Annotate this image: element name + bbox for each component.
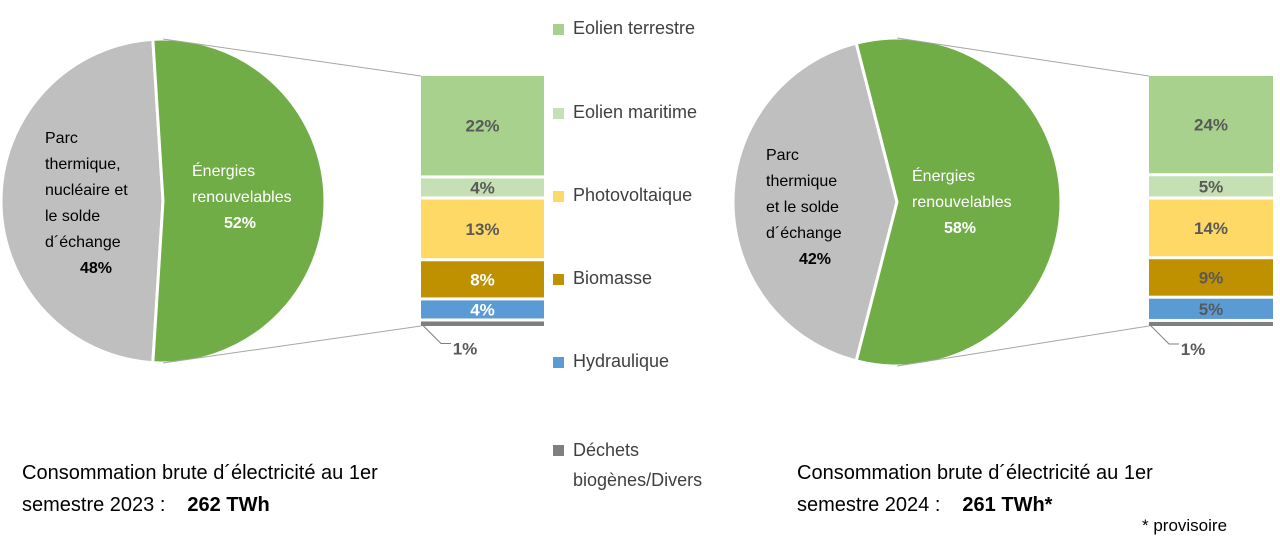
bar-segment-label: 1% xyxy=(453,339,478,358)
caption-total: 261 TWh* xyxy=(962,494,1053,516)
pie-slice-renouvelables xyxy=(151,37,327,365)
bar-segment-5 xyxy=(1149,321,1273,326)
legend-swatch xyxy=(553,357,564,368)
bar-segment-label: 8% xyxy=(470,270,495,289)
connector-line-bottom xyxy=(896,325,1150,367)
pie-label-renouvelables: Énergies xyxy=(192,161,255,180)
pie-label-thermique: le solde xyxy=(45,208,100,225)
legend-label: Biomasse xyxy=(573,268,653,288)
connector-line-bottom xyxy=(162,325,422,364)
bar-segment-label: 5% xyxy=(1199,177,1224,196)
legend-item-dechets: Déchets biogènes/Divers xyxy=(553,435,702,495)
pie-label-thermique: Parc xyxy=(45,130,78,147)
legend-swatch xyxy=(553,108,564,119)
bar-segment-label: 22% xyxy=(465,117,499,136)
legend-swatch xyxy=(553,191,564,202)
bar-segment-2 xyxy=(1149,199,1273,257)
connector-line-top xyxy=(162,38,422,77)
bar-segment-5 xyxy=(421,321,544,326)
pie-chart-1: Parc thermique et le solde d´échange 42% Éner… xyxy=(731,36,1063,368)
bar-segment-label: 14% xyxy=(1194,219,1228,238)
pie-label-thermique: d´échange xyxy=(766,225,842,242)
legend-label: Eolien maritime xyxy=(573,102,698,122)
legend-label-line: biogènes/Divers xyxy=(573,470,703,490)
connector-line-top xyxy=(896,37,1150,77)
legend-label: Hydraulique xyxy=(573,351,670,371)
footnote: * provisoire xyxy=(1142,516,1228,535)
bar-segment-4 xyxy=(1149,298,1273,319)
pie-value-renouvelables: 52% xyxy=(224,215,256,232)
caption-2023: Consommation brute d´électricité au 1er … xyxy=(22,457,378,521)
legend-item-hydraulique: Hydraulique xyxy=(553,351,669,372)
legend-label: Déchets biogènes/Divers xyxy=(573,435,702,495)
legend-item-eolien-maritime: Eolien maritime xyxy=(553,102,697,123)
caption-line: Consommation brute d´électricité au 1er xyxy=(22,462,378,484)
leader-line xyxy=(420,323,451,344)
pie-label-thermique: d´échange xyxy=(45,234,121,251)
legend-label: Photovoltaique xyxy=(573,185,693,205)
bar-segment-3 xyxy=(421,261,544,298)
pie-value-renouvelables: 58% xyxy=(944,220,976,237)
bar-segment-label: 4% xyxy=(470,300,495,319)
breakdown-bar-0: 22% 4% 13% 8% 4% 1% xyxy=(420,76,544,358)
pie-label-renouvelables: Énergies xyxy=(912,166,975,185)
legend-item-biomasse: Biomasse xyxy=(553,268,652,289)
legend-swatch xyxy=(553,24,564,35)
legend-label: Eolien terrestre xyxy=(573,18,696,38)
breakdown-bar-1: 24% 5% 14% 9% 5% 1% xyxy=(1148,76,1273,359)
legend-label-line: Déchets xyxy=(573,440,640,460)
pie-slice-renouvelables xyxy=(854,36,1063,368)
pie-label-renouvelables: renouvelables xyxy=(912,194,1012,211)
bar-segment-label: 13% xyxy=(465,220,499,239)
pie-slice-thermique xyxy=(731,41,899,363)
caption-total: 262 TWh xyxy=(187,494,270,516)
pie-label-thermique: thermique, xyxy=(45,156,121,173)
bar-segment-1 xyxy=(1149,176,1273,197)
pie-label-renouvelables: renouvelables xyxy=(192,189,292,206)
pie-value-thermique: 48% xyxy=(80,260,112,277)
caption-line: semestre 2024 : xyxy=(797,494,941,516)
pie-label-thermique: nucléaire et xyxy=(45,182,128,199)
legend-swatch xyxy=(553,274,564,285)
legend-swatch xyxy=(553,445,564,456)
caption-2024: Consommation brute d´électricité au 1er … xyxy=(797,457,1153,521)
legend-item-eolien-terrestre: Eolien terrestre xyxy=(553,18,695,39)
bar-segment-label: 5% xyxy=(1199,300,1224,319)
legend-item-photovoltaique: Photovoltaique xyxy=(553,185,692,206)
bar-segment-4 xyxy=(421,300,544,319)
bar-segment-1 xyxy=(421,178,544,197)
pie-value-thermique: 42% xyxy=(799,251,831,268)
bar-segment-0 xyxy=(1149,76,1273,174)
bar-segment-label: 1% xyxy=(1181,340,1206,359)
pie-chart-0: Parc thermique, nucléaire et le solde d´écha… xyxy=(0,37,327,365)
bar-segment-3 xyxy=(1149,259,1273,296)
caption-line: semestre 2023 : xyxy=(22,494,166,516)
bar-segment-2 xyxy=(421,199,544,259)
pie-slice-thermique xyxy=(0,37,165,365)
bar-segment-label: 9% xyxy=(1199,268,1224,287)
bar-segment-0 xyxy=(421,76,544,176)
caption-line: Consommation brute d´électricité au 1er xyxy=(797,462,1153,484)
pie-label-thermique: Parc xyxy=(766,147,799,164)
pie-label-thermique: et le solde xyxy=(766,199,839,216)
bar-segment-label: 24% xyxy=(1194,116,1228,135)
bar-segment-label: 4% xyxy=(470,178,495,197)
pie-label-thermique: thermique xyxy=(766,173,837,190)
leader-line xyxy=(1148,323,1179,345)
